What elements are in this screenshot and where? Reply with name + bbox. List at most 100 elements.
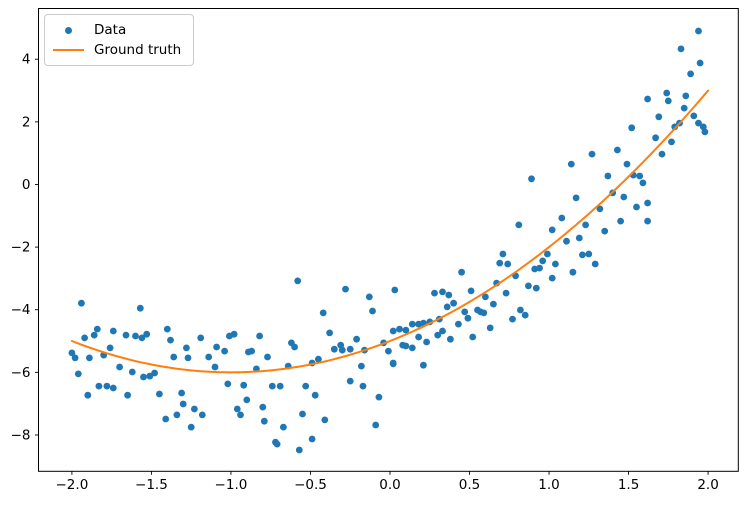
data-point [601,227,609,235]
data-point [582,221,589,229]
legend: Data Ground truth [44,14,194,66]
y-tick-label: −6 [11,365,31,381]
data-point [170,353,178,361]
data-point [294,277,302,285]
data-point [315,355,322,363]
data-point [224,380,232,388]
data-point [579,251,586,259]
data-point [256,332,263,340]
data-point [423,338,430,346]
data-point [128,368,136,376]
x-tick-label: 1.5 [618,477,639,493]
data-point [569,268,577,276]
data-point [78,299,85,307]
data-point [480,309,488,317]
data-point [639,179,647,187]
data-point [644,199,651,207]
data-point [221,347,229,355]
data-point [636,172,644,180]
data-point [132,332,139,340]
data-point [499,250,507,258]
data-point [84,391,92,399]
data-point [596,205,604,213]
data-point [644,95,651,103]
data-point [389,327,397,335]
data-point [408,344,416,352]
data-point [496,259,504,267]
data-point [146,372,154,380]
legend-item-ground-truth: Ground truth [53,40,185,60]
data-point [633,203,640,211]
data-point [237,411,244,419]
data-point [260,417,268,425]
data-point [326,329,333,337]
data-point [461,308,469,316]
ground-truth-line-icon [53,49,84,51]
data-point [585,250,593,258]
data-point [434,331,442,339]
data-point [548,226,556,234]
data-point [575,234,583,242]
data-point [677,45,685,53]
data-point [544,250,551,258]
data-point [346,345,354,353]
data-point [311,391,319,399]
data-point [151,369,159,377]
data-point [663,89,671,97]
data-point [109,384,117,392]
data-point [122,331,130,339]
data-point [695,119,702,127]
data-point [353,335,360,343]
data-point [369,307,376,315]
data-point [233,405,241,413]
data-point [156,390,163,398]
data-point [588,150,596,158]
data-point [696,59,704,67]
data-point [95,382,103,390]
data-point [330,345,338,353]
data-point [567,160,575,168]
data-point [71,354,79,362]
data-point [302,382,310,390]
data-point [450,299,457,307]
data-point [536,264,543,272]
data-point [86,354,93,362]
data-point [552,260,559,268]
data-point [467,287,475,295]
data-point [408,320,416,328]
legend-label-ground-truth: Ground truth [94,42,182,58]
data-point [431,289,438,297]
data-point [184,354,192,362]
data-point [240,381,248,389]
data-point [517,306,524,314]
data-point [687,70,694,78]
x-tick-label: 0.5 [459,477,480,493]
data-point [346,377,354,385]
data-point [391,286,399,294]
data-point [671,123,679,131]
data-point [259,403,267,411]
data-point [445,291,453,299]
data-point [93,325,101,333]
x-tick-label: 2.0 [697,477,718,493]
data-point [321,416,329,424]
data-point [389,359,397,367]
data-point [591,260,599,268]
data-point [525,282,532,290]
data-point [420,361,427,369]
y-tick-label: −8 [11,427,31,443]
data-point [614,146,621,154]
data-point [291,343,298,351]
data-point [490,300,497,308]
legend-label-data: Data [94,22,127,38]
data-point [469,333,477,341]
data-point [532,284,540,292]
data-point [211,363,219,371]
data-point [264,353,271,361]
data-point [268,382,276,390]
data-point [504,260,512,268]
data-point [690,112,698,120]
data-point [106,344,114,352]
data-point [248,347,256,355]
data-point [521,311,529,319]
